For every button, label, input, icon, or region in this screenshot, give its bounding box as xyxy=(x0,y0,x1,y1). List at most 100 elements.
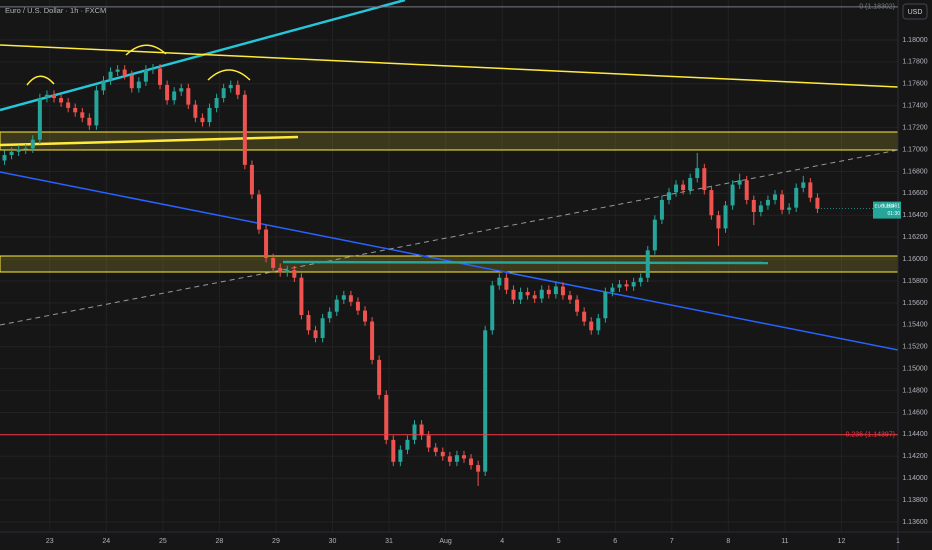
trend-line xyxy=(0,171,899,351)
candle-body xyxy=(214,98,219,108)
x-tick-label: 30 xyxy=(329,538,337,545)
x-tick-label: 29 xyxy=(272,538,280,545)
horizontal-line xyxy=(282,260,769,265)
x-tick-label: 1 xyxy=(896,538,900,545)
candle-body xyxy=(744,180,749,200)
candle-body xyxy=(37,98,42,140)
y-tick-label: 1.16400 xyxy=(902,212,927,219)
candle-body xyxy=(568,295,573,300)
y-tick-label: 1.15200 xyxy=(902,344,927,351)
candle-body xyxy=(426,435,431,448)
candle-body xyxy=(348,295,353,302)
currency-box xyxy=(902,3,928,20)
candle-body xyxy=(384,394,389,440)
candle-body xyxy=(617,284,622,288)
candle-body xyxy=(412,424,417,440)
currency-label: USD xyxy=(908,9,923,16)
candle-body xyxy=(377,359,382,395)
candle-body xyxy=(341,295,346,300)
candle-body xyxy=(16,149,21,152)
candle-body xyxy=(306,314,311,331)
candle-body xyxy=(723,205,728,229)
x-tick-label: 23 xyxy=(46,538,54,545)
candle-body xyxy=(172,91,177,101)
y-tick-label: 1.16200 xyxy=(902,234,927,241)
candle-body xyxy=(2,155,7,161)
candle-body xyxy=(596,318,601,331)
candle-body xyxy=(645,250,650,278)
candle-body xyxy=(249,164,254,195)
candle-body xyxy=(44,94,49,99)
candle-body xyxy=(483,330,488,472)
x-tick-label: 4 xyxy=(500,538,504,545)
candle-body xyxy=(787,207,792,210)
candle-body xyxy=(129,75,134,89)
x-tick-label: 6 xyxy=(613,538,617,545)
candle-body xyxy=(66,102,71,108)
candle-body xyxy=(108,71,113,81)
candle-body xyxy=(773,194,778,200)
candle-body xyxy=(52,94,57,99)
candle-body xyxy=(59,98,64,103)
candle-body xyxy=(497,277,502,286)
candle-body xyxy=(765,199,770,206)
x-tick-label: 12 xyxy=(838,538,846,545)
candle-body xyxy=(511,289,516,300)
y-tick-label: 1.16800 xyxy=(902,168,927,175)
candle-body xyxy=(122,69,127,76)
y-tick-label: 1.14400 xyxy=(902,431,927,438)
candle-body xyxy=(808,182,813,198)
y-tick-label: 1.16000 xyxy=(902,256,927,263)
grid xyxy=(0,0,899,532)
y-tick-label: 1.17200 xyxy=(902,124,927,131)
candle-body xyxy=(674,184,679,193)
candle-body xyxy=(235,84,240,95)
candle-body xyxy=(264,229,269,259)
candle-body xyxy=(815,197,820,209)
candle-body xyxy=(794,187,799,208)
candle-body xyxy=(299,277,304,315)
candle-body xyxy=(461,455,466,459)
x-tick-label: 7 xyxy=(670,538,674,545)
countdown-label: 01:30 xyxy=(887,211,900,217)
candle-body xyxy=(440,451,445,457)
candle-body xyxy=(638,277,643,283)
candle-body xyxy=(179,88,184,92)
candle-body xyxy=(518,291,523,300)
x-tick-label: 28 xyxy=(216,538,224,545)
x-tick-label: 11 xyxy=(781,538,788,545)
candle-body xyxy=(320,318,325,338)
x-tick-label: 8 xyxy=(726,538,730,545)
candle-body xyxy=(228,84,233,89)
candle-body xyxy=(525,291,530,296)
candle-body xyxy=(313,330,318,338)
candle-body xyxy=(334,299,339,312)
candles xyxy=(2,64,820,486)
candle-body xyxy=(186,88,191,105)
arc xyxy=(26,75,55,86)
candle-body xyxy=(94,90,99,126)
y-tick-label: 1.13600 xyxy=(902,519,927,526)
last-price-tag xyxy=(873,201,901,219)
candle-body xyxy=(801,182,806,188)
candle-body xyxy=(278,267,283,273)
candle-body xyxy=(242,94,247,165)
y-tick-label: 1.14800 xyxy=(902,387,927,394)
candle-body xyxy=(539,289,544,299)
last-price-label: 1.16461 xyxy=(882,203,900,209)
candle-body xyxy=(285,270,290,273)
candle-body xyxy=(101,80,106,91)
x-tick-label: Aug xyxy=(439,538,452,545)
candle-body xyxy=(532,295,537,299)
y-tick-label: 1.18000 xyxy=(902,37,927,44)
arc xyxy=(125,44,167,56)
candle-body xyxy=(80,112,85,118)
candle-body xyxy=(582,311,587,322)
y-tick-label: 1.15800 xyxy=(902,278,927,285)
candle-body xyxy=(652,219,657,251)
candle-body xyxy=(433,447,438,452)
candle-body xyxy=(419,424,424,436)
trend-line xyxy=(0,135,299,147)
candle-body xyxy=(504,277,509,290)
